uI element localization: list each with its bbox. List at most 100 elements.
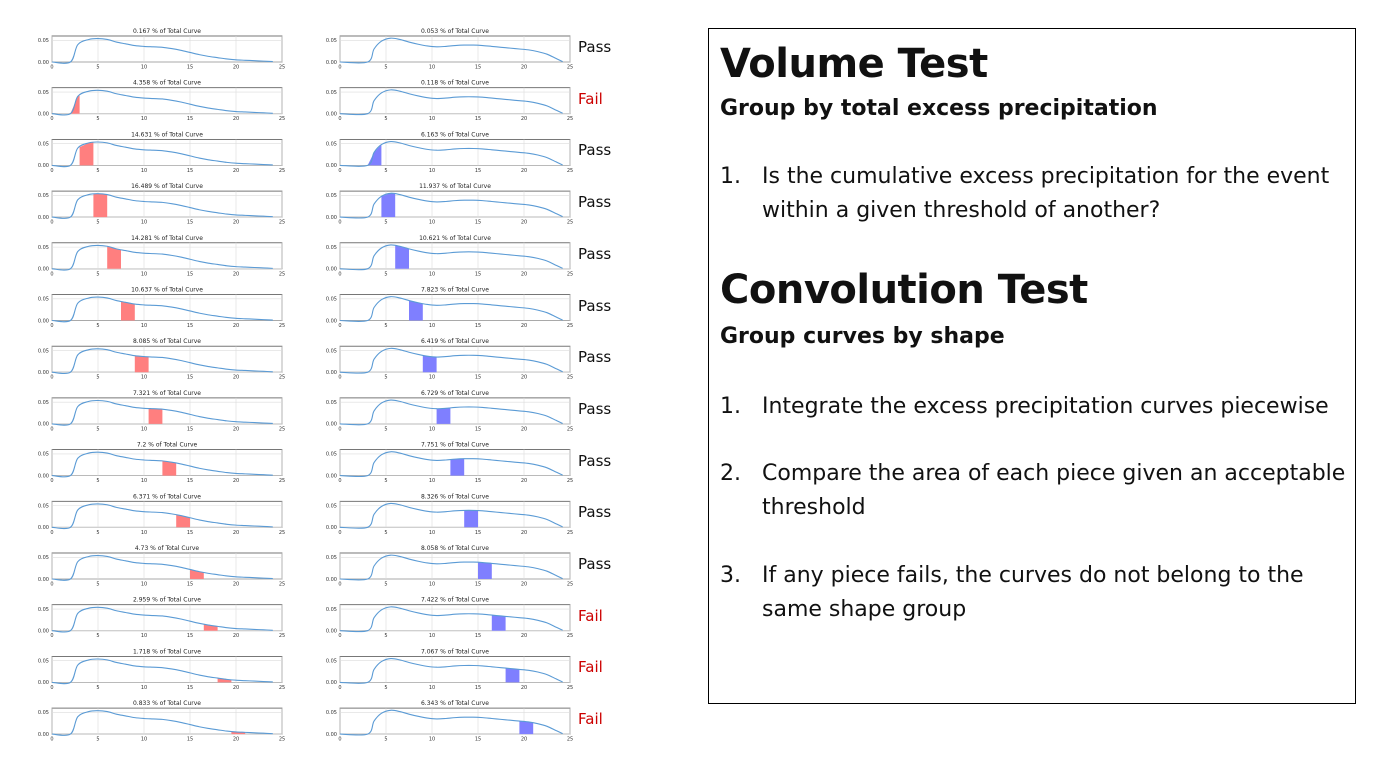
chart-panel: 16.489 % of Total Curve 0 5 10 15 20 25 0.00 0.0… [38, 183, 285, 226]
chart-panel: 7.751 % of Total Curve 0 5 10 15 20 25 0.00 0.05 [326, 442, 573, 485]
x-tick-label: 5 [384, 685, 387, 691]
y-tick-label: 0.00 [326, 370, 337, 376]
x-tick-label: 10 [141, 478, 147, 484]
verdict-fail: Fail [578, 89, 603, 108]
x-tick-label: 25 [279, 478, 285, 484]
panel-title: 4.73 % of Total Curve [135, 545, 199, 552]
item-text: Is the cumulative excess precipitation f… [762, 164, 1330, 223]
x-tick-label: 15 [187, 323, 193, 329]
verdict-pass: Pass [578, 38, 612, 56]
x-tick-label: 15 [475, 220, 481, 226]
x-tick-label: 15 [475, 685, 481, 691]
x-tick-label: 25 [279, 426, 285, 432]
excess-precipitation-curve [339, 606, 563, 633]
x-tick-label: 25 [279, 116, 285, 122]
verdict-pass: Pass [578, 348, 612, 367]
panel-title: 7.2 % of Total Curve [137, 442, 198, 449]
verdict-pass: Pass [578, 503, 612, 522]
x-tick-label: 10 [141, 530, 147, 536]
y-tick-label: 0.05 [38, 607, 49, 613]
chart-panel: 2.959 % of Total Curve 0 5 10 15 20 25 0.00 0.05 [38, 597, 285, 640]
verdict-pass: Pass [578, 399, 612, 418]
x-tick-label: 20 [521, 633, 527, 639]
x-tick-label: 20 [521, 220, 527, 226]
x-tick-label: 0 [338, 323, 341, 329]
x-tick-label: 0 [338, 478, 341, 484]
integration-slice [176, 514, 190, 528]
y-tick-label: 0.00 [326, 215, 337, 221]
excess-precipitation-curve [339, 244, 563, 271]
chart-panel: 6.371 % of Total Curve 0 5 10 15 20 25 0.00 0.05 [38, 493, 285, 536]
x-tick-label: 0 [338, 271, 341, 277]
chart-panel: 8.326 % of Total Curve 0 5 10 15 20 25 0.00 0.05 [326, 493, 573, 536]
x-tick-label: 20 [233, 530, 239, 536]
chart-panel: 8.085 % of Total Curve 0 5 10 15 20 25 0.00 0.05 [38, 338, 285, 381]
x-tick-label: 20 [521, 168, 527, 174]
excess-precipitation-curve [51, 141, 273, 168]
excess-precipitation-curve [51, 658, 273, 685]
x-tick-label: 20 [521, 271, 527, 277]
verdict-fail: Fail [578, 606, 603, 625]
y-tick-label: 0.05 [38, 193, 49, 199]
chart-panel: 7.823 % of Total Curve 0 5 10 15 20 25 0.00 0.05 [326, 287, 573, 330]
x-tick-label: 10 [141, 375, 147, 381]
x-tick-label: 10 [429, 737, 435, 743]
x-tick-label: 25 [567, 582, 573, 588]
x-tick-label: 15 [187, 478, 193, 484]
chart-panel: 6.163 % of Total Curve 0 5 10 15 20 25 0.00 0.05 [326, 131, 573, 174]
chart-panel: 0.167 % of Total Curve 0 5 10 15 20 25 0.00 0.05 [38, 28, 285, 71]
integration-slice [478, 562, 492, 579]
y-tick-label: 0.00 [326, 422, 337, 428]
y-tick-label: 0.00 [326, 473, 337, 479]
x-tick-label: 15 [475, 478, 481, 484]
panel-title: 14.281 % of Total Curve [131, 235, 203, 242]
x-tick-label: 15 [475, 271, 481, 277]
panel-title: 6.371 % of Total Curve [133, 493, 201, 500]
y-tick-label: 0.00 [38, 629, 49, 635]
x-tick-label: 25 [279, 633, 285, 639]
chart-panel: 11.937 % of Total Curve 0 5 10 15 20 25 0.00 0.0… [326, 183, 573, 226]
excess-precipitation-curve [51, 555, 273, 581]
x-tick-label: 0 [50, 65, 53, 71]
integration-slice [79, 142, 94, 166]
y-tick-label: 0.05 [326, 348, 337, 354]
x-tick-label: 20 [521, 426, 527, 432]
chart-panel: 4.358 % of Total Curve 0 5 10 15 20 25 0.00 0.05 [38, 80, 285, 123]
x-tick-label: 25 [567, 633, 573, 639]
x-tick-label: 5 [384, 737, 387, 743]
integration-slice [134, 355, 149, 373]
chart-panel: 0.833 % of Total Curve 0 5 10 15 20 25 0.00 0.05 [38, 700, 285, 743]
x-tick-label: 10 [141, 633, 147, 639]
chart-panel: 4.73 % of Total Curve 0 5 10 15 20 25 0.00 0.05 [38, 545, 285, 588]
integration-slice [162, 460, 177, 476]
chart-panel: 1.718 % of Total Curve 0 5 10 15 20 25 0.00 0.05 [38, 648, 285, 691]
x-tick-label: 20 [233, 582, 239, 588]
y-tick-label: 0.00 [326, 525, 337, 531]
panel-title: 7.751 % of Total Curve [421, 442, 489, 449]
x-tick-label: 0 [50, 220, 53, 226]
x-tick-label: 20 [521, 737, 527, 743]
x-tick-label: 0 [50, 271, 53, 277]
chart-panel: 10.637 % of Total Curve 0 5 10 15 20 25 0.00 0.0… [38, 287, 285, 330]
item-text: Integrate the excess precipitation curve… [762, 394, 1329, 419]
integration-slice [436, 407, 451, 424]
excess-precipitation-curve [339, 554, 563, 581]
integration-slice [422, 355, 437, 373]
integration-slice [93, 193, 108, 218]
x-tick-label: 25 [567, 530, 573, 536]
excess-precipitation-curve [339, 502, 563, 529]
x-tick-label: 20 [233, 633, 239, 639]
x-tick-label: 15 [187, 530, 193, 536]
convolution-test-item: 1. Integrate the excess precipitation cu… [720, 390, 1350, 424]
panel-title: 7.422 % of Total Curve [421, 597, 489, 604]
y-tick-label: 0.05 [38, 659, 49, 665]
x-tick-label: 0 [338, 530, 341, 536]
x-tick-label: 15 [475, 323, 481, 329]
chart-panel: 10.621 % of Total Curve 0 5 10 15 20 25 0.00 0.0… [326, 235, 573, 277]
volume-test-title: Volume Test [720, 41, 988, 87]
excess-precipitation-curve [339, 451, 563, 478]
x-tick-label: 20 [521, 65, 527, 71]
verdict-fail: Fail [578, 710, 603, 729]
integration-slice [367, 144, 382, 166]
panel-title: 7.067 % of Total Curve [421, 648, 489, 655]
